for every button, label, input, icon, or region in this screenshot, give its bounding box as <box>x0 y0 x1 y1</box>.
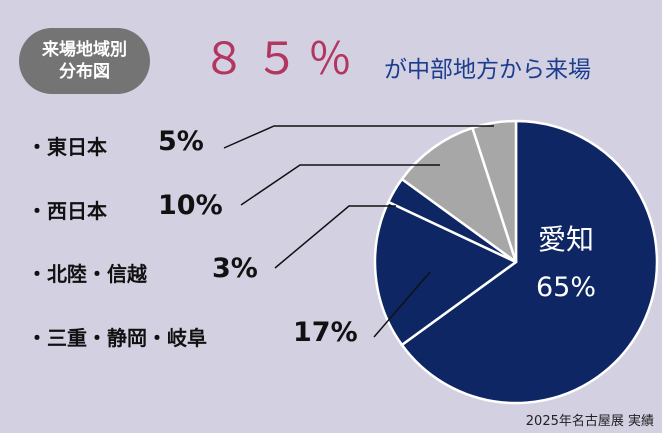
leader-line-nishi-nihon <box>240 164 440 206</box>
label-name: ・西日本 <box>27 199 107 223</box>
headline-percent: ８５％ <box>202 34 361 85</box>
label-name: ・北陸・信越 <box>27 262 147 286</box>
pie-slice-nishi-nihon <box>400 126 518 264</box>
label-percent: 10% <box>158 190 223 221</box>
leader-line-hokuriku-shinetsu <box>274 205 396 269</box>
aichi-label: 愛知 <box>538 223 594 256</box>
pie-slice-aichi <box>400 119 659 405</box>
aichi-percent: 65% <box>536 272 596 303</box>
leader-line-mie-shizuoka-gifu <box>373 271 431 338</box>
pie-slice-higashi-nihon <box>471 119 518 264</box>
headline-tail: が中部地方から来場 <box>384 57 591 83</box>
label-name: ・東日本 <box>27 135 107 159</box>
label-percent: 17% <box>293 317 358 348</box>
label-name: ・三重・静岡・岐阜 <box>27 326 207 350</box>
region-badge: 来場地域別 分布図 <box>19 28 150 94</box>
label-percent: 5% <box>158 126 204 157</box>
footer-note: 2025年名古屋展 実績 <box>525 414 654 429</box>
badge-line-1: 来場地域別 <box>42 40 127 60</box>
badge-line-2: 分布図 <box>59 62 110 82</box>
pie-slice-mie-shizuoka-gifu <box>373 200 518 347</box>
label-percent: 3% <box>212 253 258 284</box>
leader-line-higashi-nihon <box>223 125 494 149</box>
